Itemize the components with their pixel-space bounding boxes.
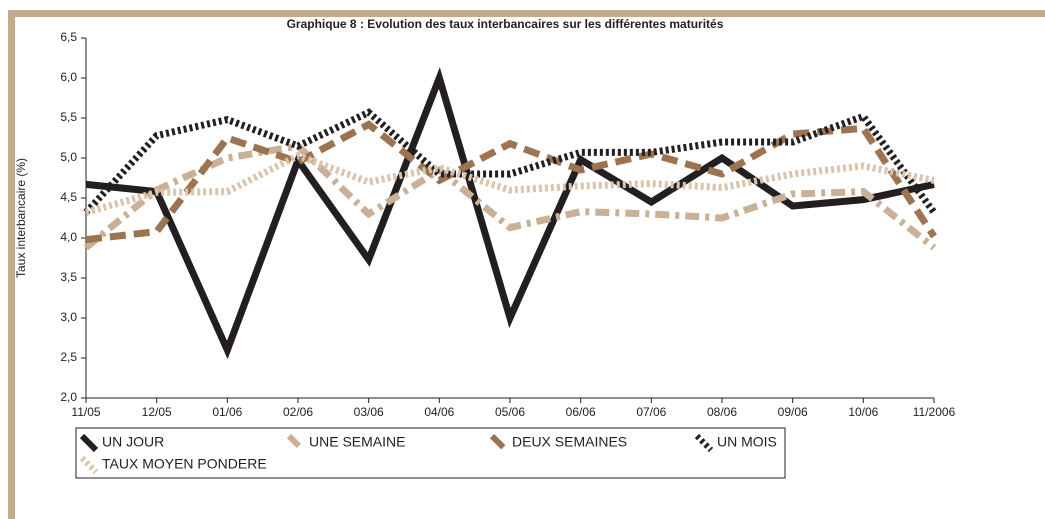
legend-swatch [489,433,509,453]
y-axis-title: Taux interbancaire (%) [14,158,28,278]
series-line [85,67,935,360]
top-border [8,10,1045,17]
x-tick-label: 11/05 [71,405,100,419]
x-tick-label: 05/06 [495,405,525,419]
x-tick-label: 11/2006 [913,405,956,419]
x-tick-label: 03/06 [354,405,384,419]
x-tick-label: 10/06 [848,405,878,419]
series-line [85,151,935,216]
x-tick-label: 08/06 [707,405,737,419]
legend-label: UNE SEMAINE [309,434,405,450]
chart-title: Graphique 8 : Evolution des taux interba… [287,17,724,31]
x-tick-label: 09/06 [778,405,808,419]
legend-swatch [79,455,99,475]
legend-swatch [694,433,714,453]
y-tick-label: 2,5 [60,350,77,364]
x-tick-label: 12/05 [142,405,172,419]
y-tick-label: 4,0 [60,230,77,244]
legend-label: UN MOIS [717,434,777,450]
x-tick-label: 04/06 [424,405,454,419]
series-line [83,108,937,215]
y-tick-label: 2,0 [60,390,77,404]
legend-label: DEUX SEMAINES [512,434,627,450]
series-line [83,142,937,251]
y-tick-label: 6,5 [60,30,77,44]
y-tick-label: 6,0 [60,70,77,84]
y-tick-label: 4,5 [60,190,77,204]
legend-swatch [286,433,306,453]
legend-label: TAUX MOYEN PONDERE [102,456,267,472]
x-tick-label: 01/06 [212,405,242,419]
legend-label: UN JOUR [102,434,164,450]
x-tick-label: 02/06 [283,405,313,419]
left-border [8,10,15,519]
legend-swatch [79,433,99,453]
legend-box [75,427,786,479]
y-tick-label: 3,5 [60,270,77,284]
series-line [85,120,937,244]
x-tick-label: 07/06 [636,405,666,419]
x-tick-label: 06/06 [566,405,596,419]
y-tick-label: 5,0 [60,150,77,164]
y-tick-label: 5,5 [60,110,77,124]
y-tick-label: 3,0 [60,310,77,324]
